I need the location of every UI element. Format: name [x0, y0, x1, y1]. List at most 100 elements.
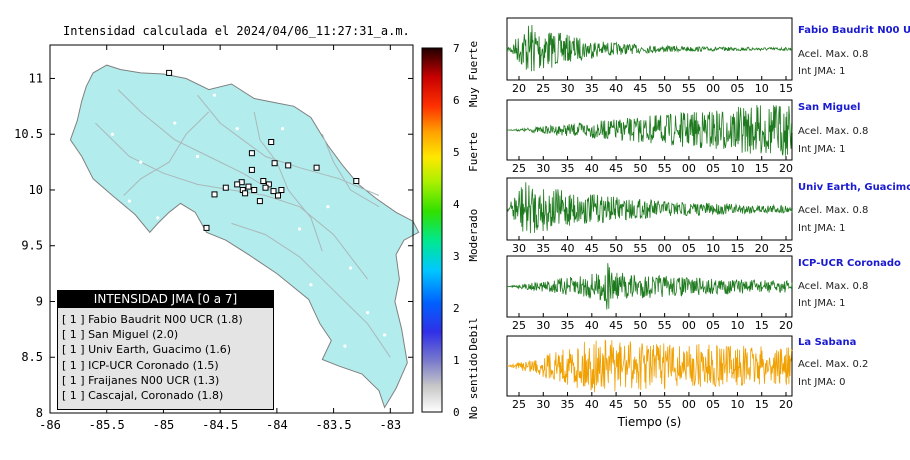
trace-tick-label: 05	[682, 242, 696, 255]
station-marker	[256, 198, 263, 205]
town-marker	[297, 227, 302, 231]
colorbar-tick-label: 7	[453, 42, 460, 55]
town-marker	[280, 127, 285, 131]
map-road	[117, 89, 272, 191]
station-marker	[260, 178, 267, 184]
trace-tick-label: 45	[633, 82, 647, 95]
x-tick-label: -85	[153, 418, 175, 432]
town-marker	[127, 199, 132, 203]
trace-tick-label: 00	[682, 162, 696, 175]
x-tick-label: -83	[379, 418, 401, 432]
station-jma: Int JMA: 1	[798, 223, 846, 234]
trace-tick-label: 20	[512, 82, 526, 95]
colorbar-tick-label: 1	[453, 354, 460, 367]
y-tick-label: 8	[36, 406, 43, 420]
y-tick-label: 11	[29, 71, 43, 85]
x-tick-label: -84.5	[202, 418, 238, 432]
y-tick-label: 9.5	[21, 239, 43, 253]
trace-tick-label: 35	[536, 242, 550, 255]
trace-tick-label: 30	[536, 162, 550, 175]
x-tick-label: -84	[266, 418, 288, 432]
seismic-trace	[507, 105, 793, 156]
station-marker	[211, 191, 218, 198]
x-axis-label: Tiempo (s)	[617, 415, 682, 429]
trace-tick-label: 25	[512, 398, 526, 411]
trace-tick-label: 50	[658, 82, 672, 95]
colorbar-tick-label: 2	[453, 302, 460, 315]
trace-tick-label: 10	[730, 398, 744, 411]
legend-rows: [ 1 ] Fabio Baudrit N00 UCR (1.8) [ 1 ] …	[58, 308, 273, 403]
trace-tick-label: 05	[706, 319, 720, 332]
trace-tick-label: 05	[730, 82, 744, 95]
trace-tick-label: 20	[779, 162, 793, 175]
trace-tick-label: 10	[755, 82, 769, 95]
trace-tick-label: 30	[561, 82, 575, 95]
colorbar-tick-label: 5	[453, 146, 460, 159]
station-name: La Sabana	[798, 337, 857, 348]
trace-tick-label: 10	[706, 242, 720, 255]
costa-rica-landmass	[69, 64, 420, 409]
map-road	[123, 111, 210, 196]
trace-tick-label: 35	[561, 162, 575, 175]
trace-tick-label: 55	[633, 242, 647, 255]
town-marker	[212, 93, 217, 97]
seismogram-panels: 20 25 30 35 40 45 50 55 00 05 10 15 25 30 35 40 45 50 55 00…	[506, 17, 793, 429]
x-tick-label: -83.5	[316, 418, 352, 432]
trace-tick-label: 40	[585, 398, 599, 411]
colorbar-tick-label: 0	[453, 406, 460, 419]
town-marker	[366, 311, 370, 315]
map-frame	[49, 44, 414, 414]
station-marker	[262, 184, 269, 191]
intensity-colorbar: 0 1 2 3 4 5 6 7 No sentido Debil Moderado Fuerte Muy…	[421, 41, 480, 419]
x-tick-label: -86	[39, 418, 61, 432]
station-marker	[248, 166, 255, 173]
trace-tick-label: 40	[561, 242, 575, 255]
trace-tick-label: 15	[779, 82, 793, 95]
map-road	[321, 134, 380, 208]
station-marker	[271, 160, 278, 167]
station-name: ICP-UCR Coronado	[798, 258, 901, 269]
town-marker	[309, 283, 313, 287]
trace-tick-label: 40	[609, 82, 623, 95]
trace-tick-label: 25	[512, 319, 526, 332]
station-marker	[222, 184, 229, 191]
town-marker	[343, 344, 347, 348]
trace-tick-label: 05	[706, 398, 720, 411]
colorbar-tick-label: 3	[453, 250, 460, 263]
station-accel: Acel. Max. 0.8	[798, 49, 869, 60]
trace-tick-label: 00	[682, 319, 696, 332]
trace-tick-label: 50	[633, 398, 647, 411]
station-marker	[166, 69, 173, 76]
legend-row: [ 1 ] Fabio Baudrit N00 UCR (1.8)	[62, 313, 243, 326]
town-marker	[195, 154, 200, 159]
trace-tick-label: 00	[658, 242, 672, 255]
seismic-trace	[506, 263, 793, 310]
trace-tick-label: 15	[755, 162, 769, 175]
trace-tick-label: 05	[706, 162, 720, 175]
trace-tick-label: 45	[609, 319, 623, 332]
town-marker	[156, 216, 160, 220]
station-jma: Int JMA: 1	[798, 66, 846, 77]
legend-row: [ 1 ] Fraijanes N00 UCR (1.3)	[62, 373, 220, 387]
trace-tick-label: 45	[609, 162, 623, 175]
town-marker	[110, 132, 114, 136]
station-marker	[285, 162, 292, 169]
town-marker	[383, 333, 387, 337]
station-name: Fabio Baudrit N00 UCR	[798, 25, 910, 36]
trace-tick-label: 35	[561, 398, 575, 411]
x-tick-label: -85.5	[89, 418, 125, 432]
y-tick-label: 8.5	[21, 350, 43, 364]
y-tick-label: 10	[29, 183, 43, 197]
trace-tick-label: 20	[779, 398, 793, 411]
trace-tick-label: 10	[730, 319, 744, 332]
legend-row: [ 1 ] Univ Earth, Guacimo (1.6)	[62, 343, 232, 357]
trace-tick-label: 15	[730, 242, 744, 255]
trace-tick-label: 30	[512, 242, 526, 255]
station-accel: Acel. Max. 0.8	[798, 126, 869, 137]
town-marker	[349, 266, 353, 270]
map-road	[231, 222, 391, 358]
y-tick-label: 10.5	[14, 127, 43, 141]
trace-tick-label: 45	[609, 398, 623, 411]
map-road	[253, 111, 323, 252]
station-name: Univ Earth, Guacimo	[798, 182, 910, 193]
